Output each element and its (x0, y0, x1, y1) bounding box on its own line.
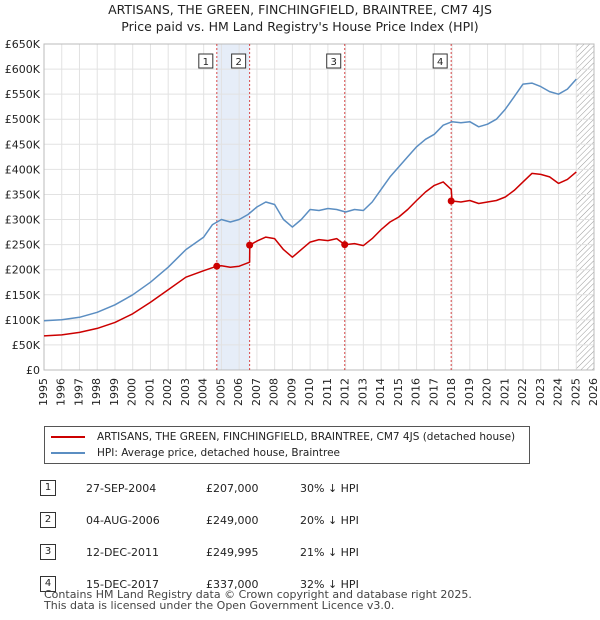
hpi-series-line (43, 78, 577, 322)
x-tick-label: 2011 (321, 378, 334, 406)
sale-label-box (326, 53, 342, 69)
transaction-number: 4 (40, 576, 56, 592)
transaction-date: 04-AUG-2006 (86, 513, 160, 527)
x-tick-label: 1997 (72, 378, 85, 406)
x-tick-label: 2024 (552, 378, 565, 406)
projection-hatch (576, 44, 594, 370)
legend-swatch-property (51, 436, 85, 438)
chart-title-line1: ARTISANS, THE GREEN, FINCHINGFIELD, BRAI… (108, 2, 492, 17)
y-tick-label: £0 (26, 364, 40, 377)
x-tick-label: 1998 (90, 378, 103, 406)
sale-point (341, 241, 349, 249)
legend-label-property: ARTISANS, THE GREEN, FINCHINGFIELD, BRAI… (97, 431, 516, 443)
x-tick-label: 2021 (498, 378, 511, 406)
x-tick-label: 2013 (356, 378, 369, 406)
y-tick-label: £650K (5, 38, 41, 51)
transaction-date: 15-DEC-2017 (86, 577, 160, 591)
y-tick-label: £150K (5, 289, 41, 302)
sale-label: 3 (331, 57, 337, 68)
transactions-table: 1 27-SEP-2004 £207,000 30% ↓ HPI 2 04-AU… (40, 472, 359, 600)
y-tick-label: £550K (5, 88, 41, 101)
table-row: 2 04-AUG-2006 £249,000 20% ↓ HPI (40, 504, 359, 536)
price-chart: £0 £50K £100K £150K £200K £250K £300K £350K £400… (5, 38, 600, 406)
transaction-date: 27-SEP-2004 (86, 481, 157, 495)
legend-swatch-hpi (51, 452, 85, 454)
transaction-delta: 21% ↓ HPI (300, 545, 359, 559)
x-tick-label: 2017 (427, 378, 440, 406)
sale-label: 4 (437, 57, 443, 68)
y-tick-label: £100K (5, 314, 41, 327)
footer-licence: This data is licensed under the Open Gov… (44, 599, 395, 612)
x-tick-label: 2009 (285, 378, 298, 406)
chart-title-line2: Price paid vs. HM Land Registry's House … (121, 19, 479, 34)
x-tick-label: 2026 (587, 378, 600, 406)
transaction-price: £207,000 (206, 481, 259, 495)
transaction-price: £249,995 (206, 545, 259, 559)
y-tick-label: £300K (5, 214, 41, 227)
sale-point (213, 262, 221, 270)
y-tick-label: £400K (5, 163, 41, 176)
chart-legend: ARTISANS, THE GREEN, FINCHINGFIELD, BRAI… (44, 426, 530, 464)
sale-label-box (231, 53, 247, 69)
x-tick-label: 2018 (445, 378, 458, 406)
y-tick-label: £450K (5, 138, 41, 151)
sale-point (246, 241, 254, 249)
plot-background (44, 44, 594, 370)
x-tick-label: 2022 (516, 378, 529, 406)
x-tick-label: 2004 (197, 378, 210, 406)
y-tick-label: £250K (5, 239, 41, 252)
table-row: 1 27-SEP-2004 £207,000 30% ↓ HPI (40, 472, 359, 504)
sale-label: 2 (235, 57, 241, 68)
sale-label-box (198, 53, 214, 69)
sale-point (447, 197, 455, 205)
x-tick-label: 2005 (214, 378, 227, 406)
x-tick-label: 2001 (143, 378, 156, 406)
y-tick-label: £200K (5, 264, 41, 277)
transaction-delta: 32% ↓ HPI (300, 577, 359, 591)
sale-label: 1 (203, 57, 209, 68)
x-tick-label: 2014 (374, 378, 387, 406)
y-tick-label: £350K (5, 188, 41, 201)
transaction-price: £249,000 (206, 513, 259, 527)
transaction-number: 2 (40, 512, 56, 528)
transaction-date: 12-DEC-2011 (86, 545, 160, 559)
x-tick-label: 2000 (126, 378, 139, 406)
x-tick-label: 2003 (179, 378, 192, 406)
x-tick-label: 2012 (339, 378, 352, 406)
y-tick-label: £600K (5, 63, 41, 76)
transaction-number: 1 (40, 480, 56, 496)
x-tick-label: 2007 (250, 378, 263, 406)
table-row: 4 15-DEC-2017 £337,000 32% ↓ HPI (40, 568, 359, 600)
table-row: 3 12-DEC-2011 £249,995 21% ↓ HPI (40, 536, 359, 568)
highlight-band (216, 44, 250, 370)
x-tick-label: 2006 (232, 378, 245, 406)
transaction-delta: 30% ↓ HPI (300, 481, 359, 495)
legend-label-hpi: HPI: Average price, detached house, Brai… (97, 447, 341, 459)
x-tick-label: 2025 (569, 378, 582, 406)
x-tick-label: 2019 (463, 378, 476, 406)
y-tick-label: £500K (5, 113, 41, 126)
x-tick-label: 2010 (303, 378, 316, 406)
x-tick-label: 1995 (37, 378, 50, 406)
sale-label-box (432, 53, 448, 69)
legend-item-property: ARTISANS, THE GREEN, FINCHINGFIELD, BRAI… (51, 429, 515, 445)
transaction-price: £337,000 (206, 577, 259, 591)
transaction-delta: 20% ↓ HPI (300, 513, 359, 527)
plot-frame (43, 43, 595, 371)
x-tick-label: 1996 (55, 378, 68, 406)
x-tick-label: 2016 (410, 378, 423, 406)
x-tick-label: 2020 (481, 378, 494, 406)
footer: Contains HM Land Registry data © Crown c… (44, 589, 472, 611)
transaction-number: 3 (40, 544, 56, 560)
legend-item-hpi: HPI: Average price, detached house, Brai… (51, 445, 340, 461)
y-tick-label: £50K (12, 339, 41, 352)
x-tick-label: 2002 (161, 378, 174, 406)
x-tick-label: 2008 (268, 378, 281, 406)
footer-copyright: Contains HM Land Registry data © Crown c… (44, 588, 472, 601)
x-tick-label: 2023 (534, 378, 547, 406)
x-tick-label: 2015 (392, 378, 405, 406)
x-tick-label: 1999 (108, 378, 121, 406)
